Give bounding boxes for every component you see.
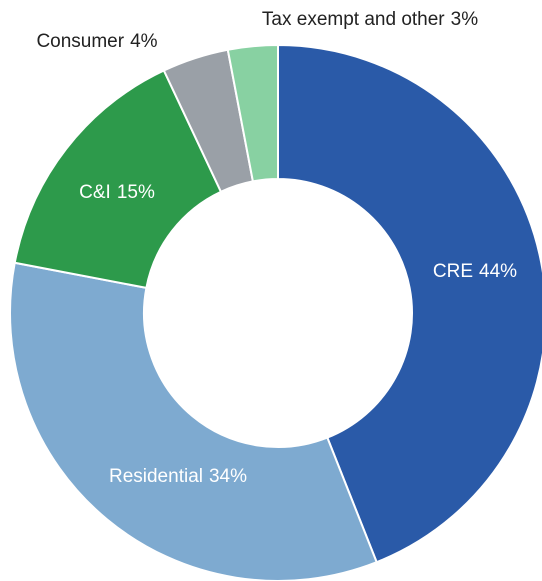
category-name: Consumer xyxy=(36,31,124,52)
segment-label: Residential 34% xyxy=(109,466,247,487)
value-label: 4% xyxy=(130,31,158,52)
donut-segment xyxy=(13,69,223,290)
value-label: 15% xyxy=(117,182,155,203)
segment-label: CRE 44% xyxy=(433,261,517,282)
donut-segment xyxy=(9,261,378,581)
category-name: Residential xyxy=(109,466,203,487)
segment-label: Tax exempt and other 3% xyxy=(262,9,478,30)
category-name: C&I xyxy=(79,182,111,203)
segment-label: C&I 15% xyxy=(79,182,155,203)
value-label: 44% xyxy=(479,261,517,282)
category-name: Tax exempt and other xyxy=(262,9,445,30)
segment-label: Consumer 4% xyxy=(36,31,157,52)
donut-segment xyxy=(226,43,279,183)
donut-segment xyxy=(277,43,542,564)
category-name: CRE xyxy=(433,261,473,282)
value-label: 34% xyxy=(209,466,247,487)
value-label: 3% xyxy=(451,9,479,30)
